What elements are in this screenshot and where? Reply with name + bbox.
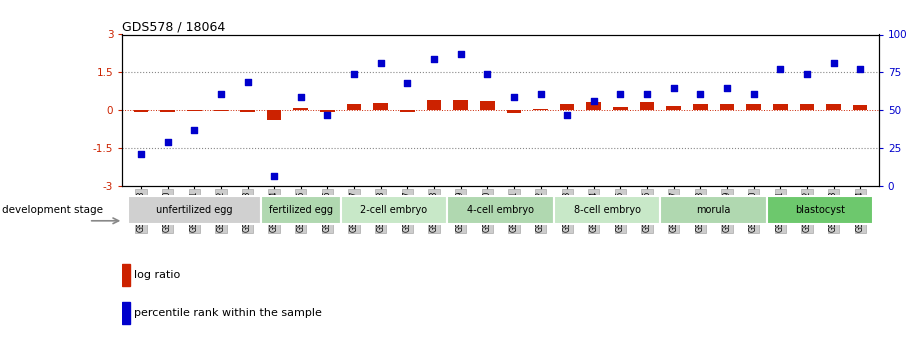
Text: development stage: development stage	[2, 206, 102, 215]
Bar	[660, 197, 767, 225]
Bar	[400, 110, 415, 112]
Bar	[373, 103, 388, 110]
Point	[427, 56, 441, 61]
Bar	[767, 197, 873, 225]
Bar	[133, 110, 149, 112]
Bar	[214, 110, 228, 111]
Bar	[448, 197, 554, 225]
Point	[800, 71, 814, 77]
Point	[373, 61, 388, 66]
Text: log ratio: log ratio	[134, 270, 180, 280]
Bar	[773, 104, 787, 110]
Bar	[640, 102, 654, 110]
Bar	[747, 104, 761, 110]
Point	[160, 139, 175, 145]
Point	[640, 91, 654, 97]
Bar	[554, 197, 660, 225]
Point	[320, 112, 334, 118]
Bar	[667, 106, 681, 110]
Point	[747, 91, 761, 97]
Bar	[122, 302, 130, 324]
Point	[826, 61, 841, 66]
Point	[667, 85, 681, 90]
Point	[534, 91, 548, 97]
Bar	[160, 110, 175, 112]
Point	[560, 112, 574, 118]
Bar	[341, 197, 448, 225]
Point	[294, 94, 308, 99]
Point	[214, 91, 228, 97]
Bar	[187, 110, 201, 111]
Bar	[853, 105, 868, 110]
Point	[506, 94, 521, 99]
Bar	[128, 197, 261, 225]
Text: 2-cell embryo: 2-cell embryo	[361, 206, 428, 215]
Bar	[719, 104, 734, 110]
Bar	[613, 107, 628, 110]
Bar	[347, 104, 361, 110]
Bar	[506, 110, 521, 113]
Bar	[560, 104, 574, 110]
Bar	[693, 104, 708, 110]
Bar	[320, 110, 334, 112]
Point	[773, 67, 787, 72]
Bar	[586, 102, 601, 110]
Point	[719, 85, 734, 90]
Point	[613, 91, 628, 97]
Bar	[427, 100, 441, 110]
Point	[853, 67, 867, 72]
Bar	[826, 104, 841, 110]
Point	[693, 91, 708, 97]
Point	[453, 51, 467, 57]
Text: fertilized egg: fertilized egg	[269, 206, 333, 215]
Text: GDS578 / 18064: GDS578 / 18064	[122, 20, 226, 33]
Point	[267, 173, 282, 178]
Bar	[240, 110, 255, 112]
Bar	[261, 197, 341, 225]
Text: blastocyst: blastocyst	[795, 206, 845, 215]
Bar	[534, 109, 548, 110]
Text: 8-cell embryo: 8-cell embryo	[573, 206, 641, 215]
Point	[134, 152, 149, 157]
Bar	[122, 264, 130, 286]
Point	[400, 80, 415, 86]
Text: 4-cell embryo: 4-cell embryo	[467, 206, 534, 215]
Bar	[480, 101, 495, 110]
Point	[480, 71, 495, 77]
Bar	[294, 108, 308, 110]
Bar	[453, 100, 467, 110]
Point	[347, 71, 361, 77]
Point	[187, 127, 201, 133]
Bar	[800, 104, 814, 110]
Point	[240, 79, 255, 84]
Bar	[267, 110, 282, 120]
Text: morula: morula	[697, 206, 731, 215]
Text: unfertilized egg: unfertilized egg	[156, 206, 233, 215]
Text: percentile rank within the sample: percentile rank within the sample	[134, 308, 322, 318]
Point	[586, 99, 601, 104]
